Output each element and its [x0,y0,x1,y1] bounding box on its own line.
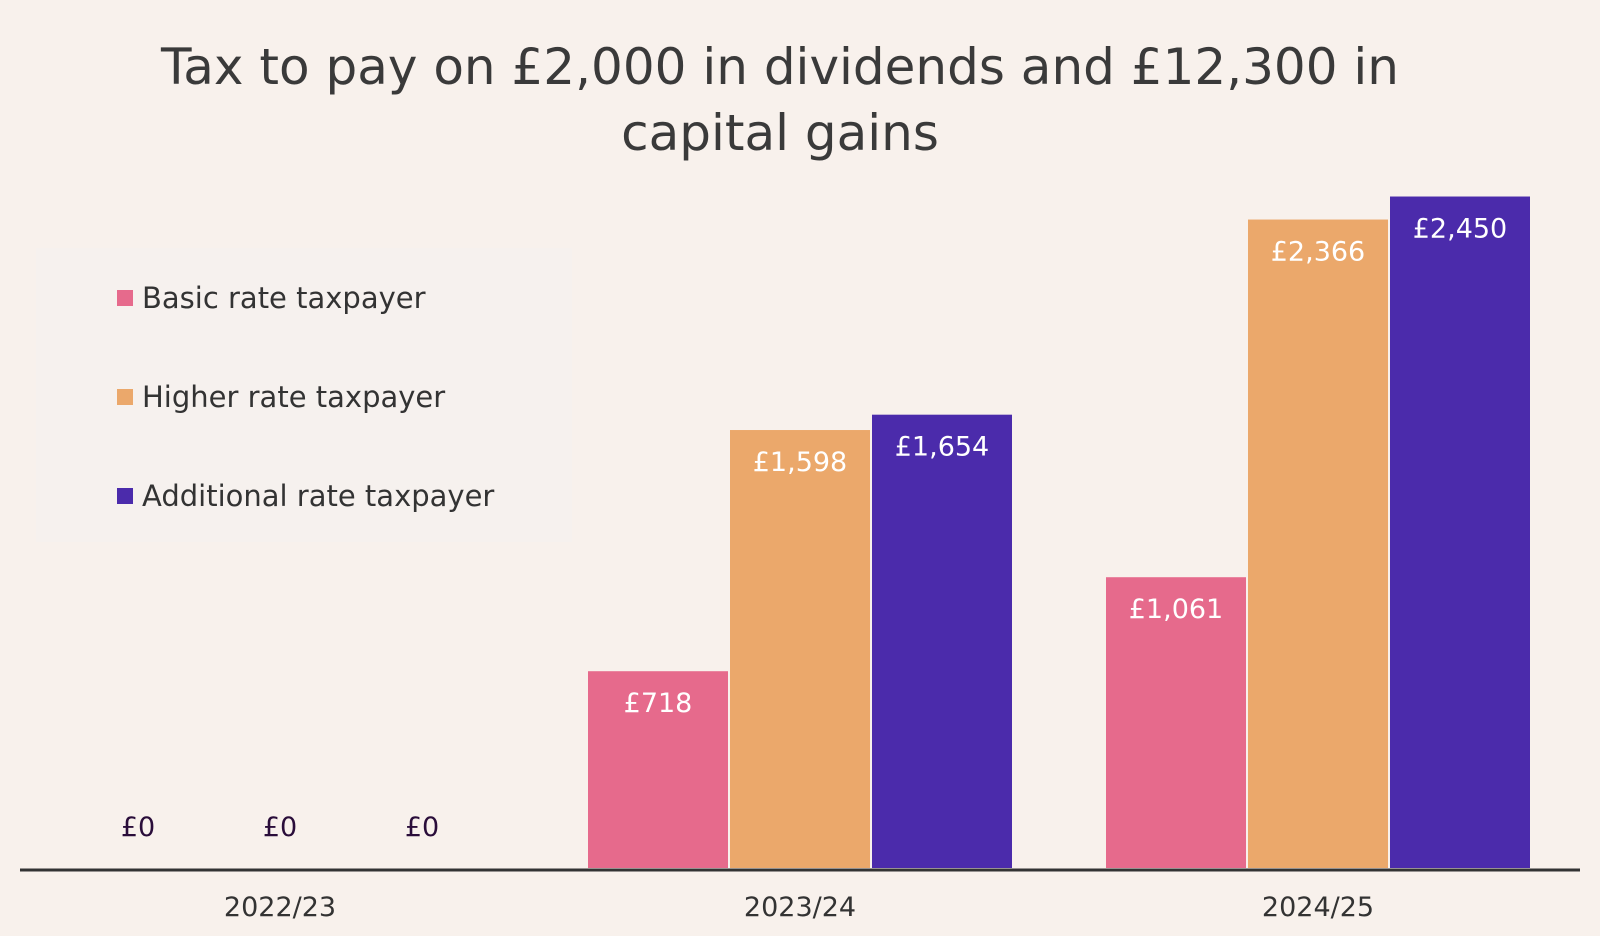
bar-value-label: £0 [121,812,155,843]
bar-value-label: £1,654 [895,432,989,463]
legend-swatch [117,389,133,405]
legend-swatch [117,290,133,306]
x-tick-label: 2023/24 [744,892,856,923]
legend-label: Higher rate taxpayer [142,380,445,414]
bar-2024-25-3 [1390,196,1530,868]
bar-value-label: £1,061 [1129,594,1223,625]
bar-value-label: £0 [263,812,297,843]
legend: Basic rate taxpayer Higher rate taxpayer A… [36,248,572,542]
chart-title: Tax to pay on £2,000 in dividends and £1… [160,38,1399,162]
x-tick-labels: 2022/23 2023/24 2024/25 [224,892,1374,923]
bar-labels-group: £0 £0 £0 £718 £1,598 £1,654 £1,061 £2,366 £2,450 [121,214,1507,843]
x-tick-label: 2022/23 [224,892,336,923]
legend-label: Basic rate taxpayer [142,281,426,315]
legend-swatch [117,488,133,504]
bar-value-label: £2,366 [1271,237,1365,268]
bar-2024-25-1 [1106,577,1246,868]
bar-2024-25-2 [1248,219,1388,868]
bar-2023-24-2 [730,430,870,868]
bars-group [588,196,1530,868]
bar-2023-24-1 [588,671,728,868]
x-tick-label: 2024/25 [1262,892,1374,923]
legend-label: Additional rate taxpayer [142,479,494,513]
bar-2023-24-3 [872,414,1012,868]
bar-value-label: £1,598 [753,447,847,478]
bar-value-label: £2,450 [1413,214,1507,245]
bar-value-label: £718 [624,688,693,719]
bar-value-label: £0 [405,812,439,843]
